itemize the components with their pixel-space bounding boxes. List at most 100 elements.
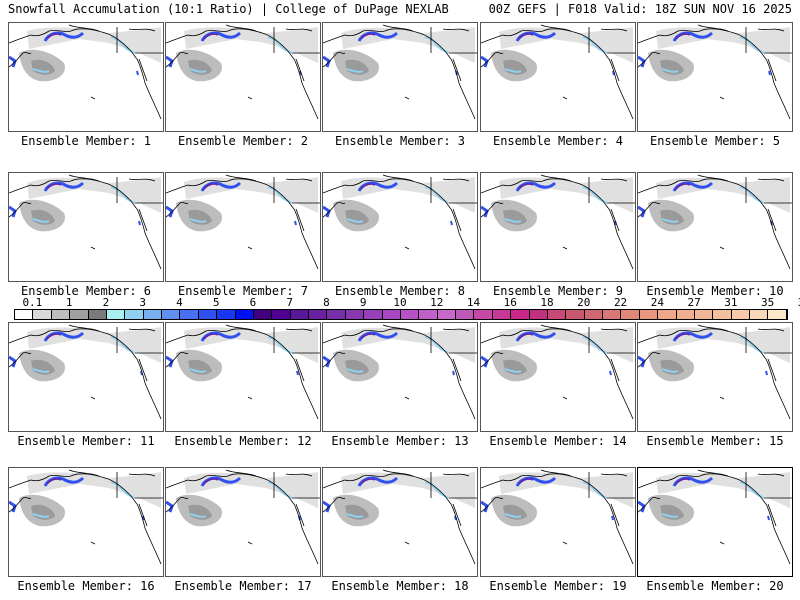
color-scale-cell (511, 310, 530, 319)
ensemble-member-label: Ensemble Member: 13 (331, 434, 469, 448)
snowfall-map (480, 467, 636, 577)
color-scale-tick-label: 1 (65, 296, 73, 309)
coastlines (638, 324, 792, 420)
color-scale-cell (547, 310, 567, 319)
ensemble-member-label: Ensemble Member: 3 (334, 134, 466, 148)
coastlines (481, 24, 635, 120)
color-scale-cell (364, 310, 383, 319)
snowfall-map (8, 322, 164, 432)
snowfall-map (165, 467, 321, 577)
ensemble-member-panel: Ensemble Member: 18 (322, 467, 478, 593)
snowfall-shading (638, 472, 790, 527)
color-scale-cell (51, 310, 71, 319)
ensemble-member-label: Ensemble Member: 7 (177, 284, 309, 298)
color-scale-tick-label: 7 (286, 296, 294, 309)
coastlines (481, 324, 635, 420)
ensemble-member-panel: Ensemble Member: 2 (165, 22, 321, 148)
snowfall-map (637, 22, 793, 132)
ensemble-member-label: Ensemble Member: 9 (492, 284, 624, 298)
ensemble-member-panel: Ensemble Member: 4 (480, 22, 636, 148)
snowfall-shading (323, 327, 475, 382)
model-run-info: 00Z GEFS | F018 Valid: 18Z SUN NOV 16 20… (488, 2, 792, 16)
snowfall-shading (9, 327, 161, 382)
ensemble-member-panel: Ensemble Member: 17 (165, 467, 321, 593)
color-scale-cell (217, 310, 236, 319)
color-scale-tick-label: 24 (650, 296, 664, 309)
color-scale-tick-label: 3 (139, 296, 146, 309)
ensemble-member-label: Ensemble Member: 8 (334, 284, 466, 298)
snowfall-shading (638, 327, 790, 382)
snowfall-map (8, 467, 164, 577)
coastlines (323, 469, 477, 565)
color-scale-cell (106, 310, 126, 319)
ensemble-member-panel: Ensemble Member: 15 (637, 322, 793, 448)
color-scale-cell (253, 310, 273, 319)
ensemble-member-panel: Ensemble Member: 9 (480, 172, 636, 298)
color-scale-tick-label: 20 (577, 296, 591, 309)
color-scale-tick-label: 12 (430, 296, 444, 309)
color-scale-cell (290, 310, 309, 319)
coastlines (481, 469, 635, 565)
color-scale-cell (162, 310, 181, 319)
color-scale-cell (33, 310, 52, 319)
coastlines (166, 24, 320, 120)
ensemble-member-label: Ensemble Member: 2 (177, 134, 309, 148)
color-scale-cell (456, 310, 475, 319)
snowfall-shading (638, 177, 790, 232)
color-scale-tick-label: 5 (212, 296, 220, 309)
color-scale-bar (14, 309, 788, 320)
ensemble-member-label: Ensemble Member: 1 (20, 134, 152, 148)
color-scale-cell (419, 310, 438, 319)
color-scale-cell (272, 310, 291, 319)
color-scale-tick-label: 31 (724, 296, 738, 309)
snowfall-map (480, 172, 636, 282)
color-scale-cell (694, 310, 714, 319)
ensemble-member-panel: Ensemble Member: 14 (480, 322, 636, 448)
snowfall-map (322, 22, 478, 132)
coastlines (9, 324, 163, 420)
snowfall-shading (323, 177, 475, 232)
color-scale-tick-label: 9 (359, 296, 367, 309)
ensemble-member-label: Ensemble Member: 16 (17, 579, 155, 593)
color-scale-cell (768, 310, 787, 319)
coastlines (9, 469, 163, 565)
snowfall-shading (166, 327, 318, 382)
coastlines (166, 469, 320, 565)
color-scale-cell (198, 310, 218, 319)
color-scale-cell (309, 310, 328, 319)
color-scale-tick-label: 0.1 (22, 296, 43, 309)
snowfall-map (322, 467, 478, 577)
snowfall-shading (166, 472, 318, 527)
color-scale-tick-label: 16 (503, 296, 517, 309)
coastlines (638, 469, 792, 565)
map-title: Snowfall Accumulation (10:1 Ratio) | Col… (8, 2, 449, 16)
color-scale-cell (235, 310, 254, 319)
color-scale-cell (492, 310, 512, 319)
color-scale-tick-label: 39 (798, 296, 800, 309)
color-scale-cell (621, 310, 640, 319)
snowfall-map (322, 172, 478, 282)
ensemble-member-label: Ensemble Member: 5 (649, 134, 781, 148)
color-scale-tick-label: 10 (393, 296, 407, 309)
color-scale-cell (382, 310, 401, 319)
snowfall-shading (166, 27, 318, 82)
color-scale-cell (750, 310, 769, 319)
color-scale-cell (474, 310, 493, 319)
ensemble-member-label: Ensemble Member: 19 (489, 579, 627, 593)
ensemble-member-panel: Ensemble Member: 1 (8, 22, 164, 148)
snowfall-map (637, 467, 793, 577)
ensemble-member-panel: Ensemble Member: 12 (165, 322, 321, 448)
ensemble-member-panel: Ensemble Member: 13 (322, 322, 478, 448)
color-scale-cell (584, 310, 603, 319)
color-scale-cell (125, 310, 144, 319)
coastlines (9, 174, 163, 270)
snowfall-map (480, 322, 636, 432)
coastlines (323, 174, 477, 270)
snowfall-map (8, 22, 164, 132)
snowfall-map (322, 322, 478, 432)
color-scale-cell (70, 310, 89, 319)
ensemble-member-panel: Ensemble Member: 10 (637, 172, 793, 298)
ensemble-member-panel: Ensemble Member: 20 (637, 467, 793, 593)
color-scale-cell (327, 310, 346, 319)
color-scale-cell (658, 310, 677, 319)
